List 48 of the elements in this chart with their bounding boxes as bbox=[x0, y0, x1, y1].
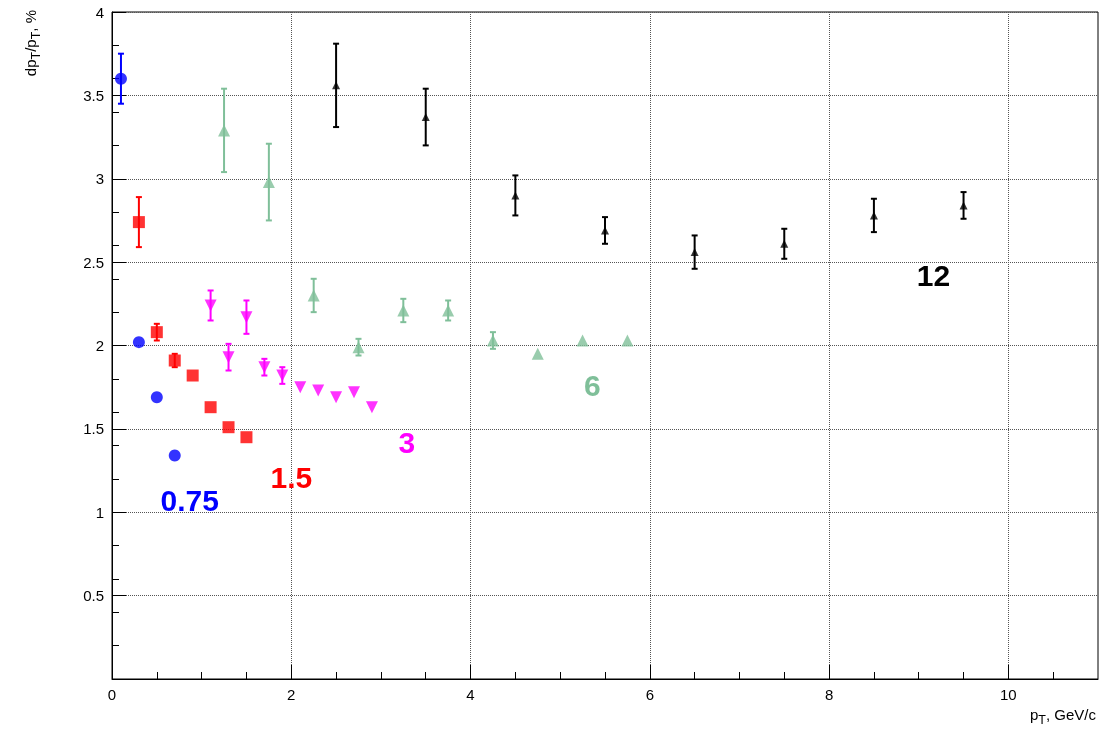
point bbox=[690, 248, 699, 257]
point bbox=[150, 391, 163, 404]
point bbox=[294, 381, 307, 394]
series-label: 12 bbox=[916, 258, 951, 292]
series-label: 3 bbox=[398, 425, 416, 459]
point bbox=[186, 369, 199, 382]
series-label: 0.75 bbox=[160, 484, 219, 518]
point bbox=[365, 401, 378, 414]
series-label: 1.5 bbox=[270, 460, 313, 494]
point bbox=[330, 391, 343, 404]
point bbox=[307, 289, 320, 302]
point bbox=[114, 72, 127, 85]
point bbox=[348, 386, 361, 399]
point bbox=[621, 334, 634, 347]
point bbox=[312, 384, 325, 397]
point bbox=[576, 334, 589, 347]
point bbox=[222, 421, 235, 434]
y-tick-label: 3 bbox=[95, 170, 104, 188]
point bbox=[262, 176, 275, 189]
point bbox=[531, 347, 544, 360]
x-tick-label: 4 bbox=[466, 686, 475, 703]
point bbox=[204, 299, 217, 312]
point bbox=[397, 304, 410, 317]
point bbox=[352, 341, 365, 354]
point bbox=[421, 113, 430, 122]
y-tick-label: 1.5 bbox=[83, 420, 104, 438]
x-axis-title: p$_{T}$, GeV/c bbox=[1029, 706, 1096, 727]
point bbox=[780, 239, 789, 248]
point bbox=[132, 216, 145, 229]
point bbox=[442, 304, 455, 317]
x-tick-label: 10 bbox=[1000, 686, 1017, 703]
y-tick-label: 1 bbox=[95, 503, 104, 521]
point bbox=[132, 336, 145, 349]
x-tick-label: 2 bbox=[287, 686, 296, 703]
y-tick-label: 4 bbox=[95, 3, 104, 21]
point bbox=[204, 401, 217, 414]
x-tick-label: 0 bbox=[107, 686, 117, 703]
point bbox=[959, 201, 968, 210]
point bbox=[150, 326, 163, 339]
y-tick-label: 3.5 bbox=[83, 86, 104, 104]
y-tick-label: 2.5 bbox=[83, 253, 104, 271]
x-tick-label: 8 bbox=[824, 686, 834, 703]
series-label: 6 bbox=[584, 369, 601, 402]
y-tick-label: 0.5 bbox=[83, 587, 104, 605]
point bbox=[240, 431, 253, 444]
x-tick-label: 6 bbox=[645, 686, 654, 703]
y-tick-label: 2 bbox=[95, 337, 104, 354]
point bbox=[168, 449, 181, 462]
